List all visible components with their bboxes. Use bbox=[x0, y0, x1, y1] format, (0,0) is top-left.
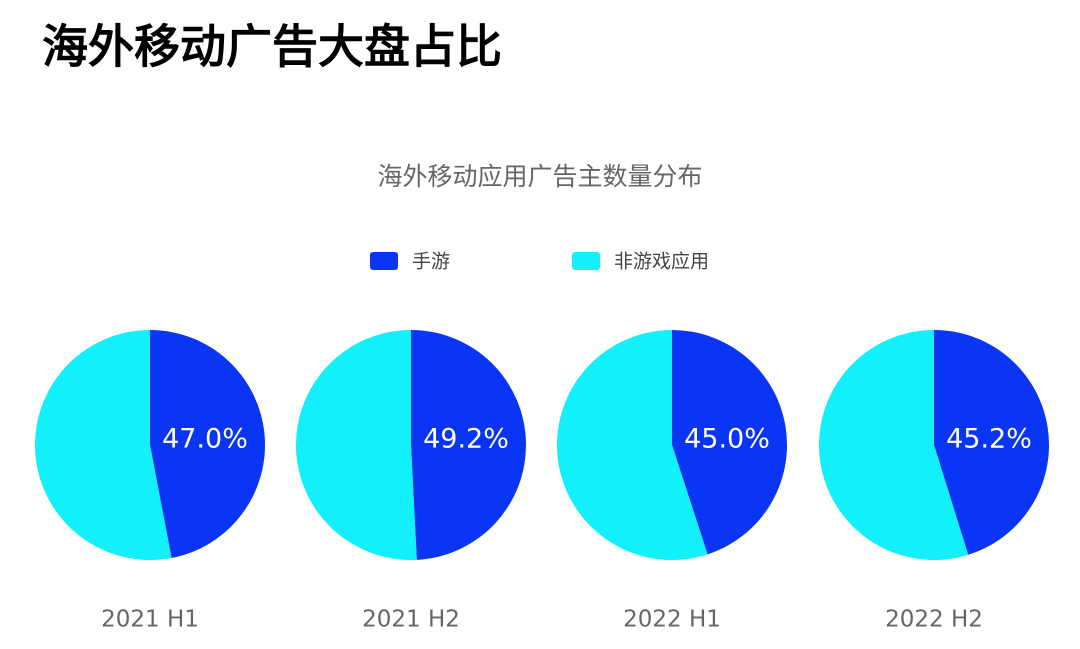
legend-swatch bbox=[572, 252, 600, 270]
data-label: 49.2% bbox=[423, 424, 509, 455]
pie-slice bbox=[934, 330, 1050, 555]
legend-swatch bbox=[370, 252, 398, 270]
data-label: 45.2% bbox=[946, 424, 1032, 455]
chart-subtitle: 海外移动应用广告主数量分布 bbox=[377, 162, 702, 191]
pie-title: 2021 H2 bbox=[362, 607, 460, 633]
pie-slice bbox=[557, 330, 708, 560]
pie-slice bbox=[819, 330, 969, 560]
pie-slice bbox=[295, 330, 417, 560]
page-title: 海外移动广告大盘占比 bbox=[42, 20, 502, 74]
pie-title: 2022 H2 bbox=[885, 607, 983, 633]
data-label: 47.0% bbox=[162, 424, 248, 455]
pie-title: 2021 H1 bbox=[101, 607, 199, 633]
pie-slice bbox=[34, 330, 172, 561]
pie-title: 2022 H1 bbox=[623, 607, 721, 633]
pie-slice bbox=[150, 330, 265, 558]
pie-slice bbox=[411, 330, 526, 560]
legend-label: 手游 bbox=[412, 251, 450, 273]
pie-slice bbox=[672, 330, 787, 555]
data-label: 45.0% bbox=[684, 424, 770, 455]
legend-label: 非游戏应用 bbox=[614, 251, 709, 273]
